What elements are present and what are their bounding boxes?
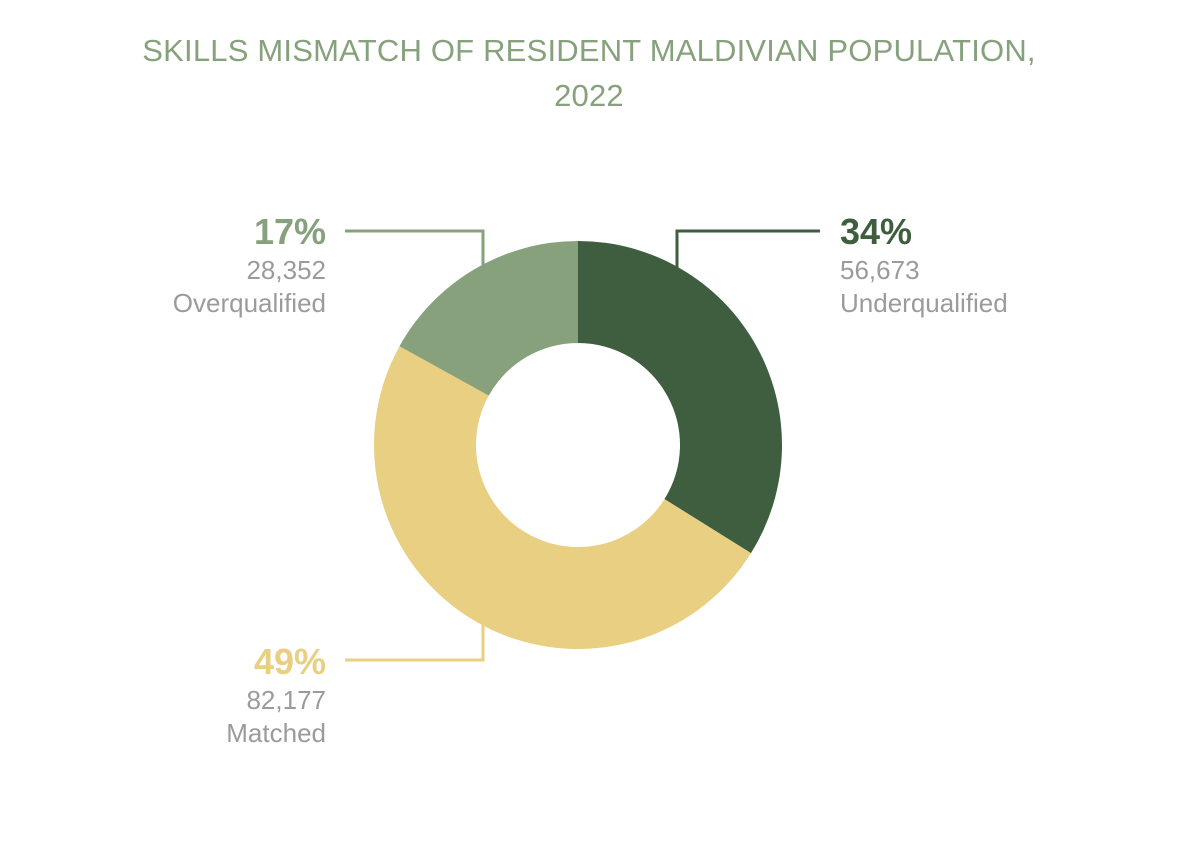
percent-label-underqualified: 34% xyxy=(840,211,912,252)
chart-title-line-2: 2022 xyxy=(554,78,624,113)
leader-line-overqualified xyxy=(345,229,485,268)
leader-line-matched xyxy=(345,618,485,662)
count-label-underqualified: 56,673 xyxy=(840,255,920,285)
slice-overqualified xyxy=(399,241,578,396)
slice-underqualified xyxy=(578,241,783,554)
chart-title: SKILLS MISMATCH OF RESIDENT MALDIVIAN PO… xyxy=(0,28,1178,118)
chart-title-line-1: SKILLS MISMATCH OF RESIDENT MALDIVIAN PO… xyxy=(142,33,1036,68)
category-label-underqualified: Underqualified xyxy=(840,288,1008,318)
count-label-overqualified: 28,352 xyxy=(246,255,326,285)
leader-line-underqualified xyxy=(675,229,820,268)
slice-matched xyxy=(374,346,751,649)
percent-label-overqualified: 17% xyxy=(254,211,326,252)
count-label-matched: 82,177 xyxy=(246,685,326,715)
percent-label-matched: 49% xyxy=(254,641,326,682)
category-label-matched: Matched xyxy=(226,718,326,748)
category-label-overqualified: Overqualified xyxy=(173,288,326,318)
